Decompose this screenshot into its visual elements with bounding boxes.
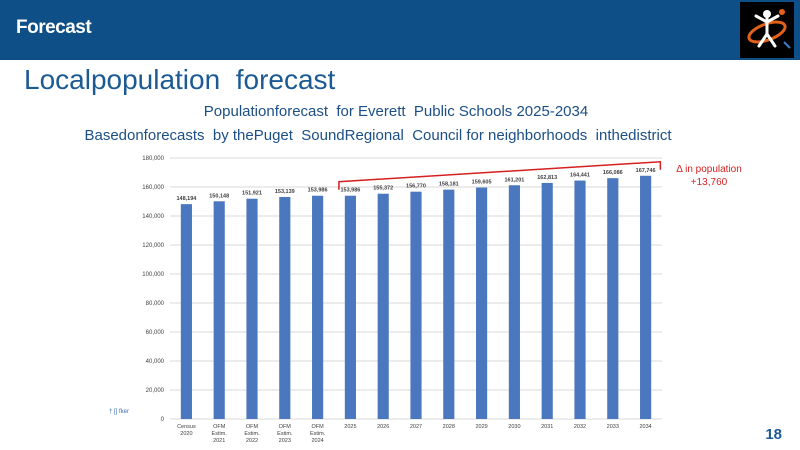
bar bbox=[640, 175, 652, 419]
category-label: 2032 bbox=[574, 424, 586, 430]
bar bbox=[508, 185, 520, 419]
page-number: 18 bbox=[765, 426, 782, 443]
chart-subtitle-source: Basedonforecasts by thePuget SoundRegion… bbox=[84, 127, 672, 144]
data-label: 162,813 bbox=[537, 175, 557, 181]
data-label: 161,201 bbox=[504, 177, 524, 183]
bar bbox=[312, 195, 324, 419]
bar bbox=[541, 182, 553, 419]
figures-logo-icon bbox=[740, 2, 794, 58]
category-label: OFM Estim. 2023 bbox=[277, 424, 293, 444]
bar bbox=[574, 180, 586, 419]
category-label: 2031 bbox=[541, 424, 553, 430]
data-label: 148,194 bbox=[176, 196, 197, 202]
category-label: 2030 bbox=[508, 424, 520, 430]
y-tick-label: 40,000 bbox=[146, 359, 165, 365]
category-label: 2034 bbox=[639, 424, 651, 430]
delta-label: Δ in population bbox=[676, 164, 742, 175]
y-tick-label: 20,000 bbox=[146, 388, 165, 394]
delta-value: +13,760 bbox=[690, 177, 728, 188]
data-label: 151,921 bbox=[242, 191, 262, 197]
bar bbox=[213, 201, 225, 419]
bar bbox=[344, 195, 356, 419]
y-tick-label: 80,000 bbox=[146, 301, 165, 307]
header-title: Forecast bbox=[16, 17, 92, 38]
bar bbox=[246, 198, 258, 419]
bar bbox=[607, 178, 619, 419]
bar bbox=[410, 191, 422, 419]
y-tick-label: 100,000 bbox=[142, 272, 164, 278]
bar bbox=[377, 193, 389, 419]
y-tick-label: 0 bbox=[161, 417, 165, 423]
chart-subtitle: Populationforecast for Everett Public Sc… bbox=[203, 103, 589, 120]
y-tick-label: 180,000 bbox=[142, 156, 164, 162]
data-label: 158,181 bbox=[439, 182, 459, 188]
y-tick-label: 120,000 bbox=[142, 243, 164, 249]
header-bar: Forecast bbox=[0, 0, 800, 60]
data-label: 153,986 bbox=[340, 188, 360, 194]
y-tick-label: 60,000 bbox=[146, 330, 165, 336]
category-label: OFM Estim. 2021 bbox=[212, 424, 228, 444]
category-label: Census 2020 bbox=[177, 424, 196, 437]
bar bbox=[443, 189, 455, 419]
category-label: 2029 bbox=[475, 424, 487, 430]
data-label: 153,986 bbox=[308, 188, 328, 194]
data-label: 164,441 bbox=[570, 173, 590, 179]
category-label: OFM Estim. 2022 bbox=[244, 424, 260, 444]
y-tick-label: 140,000 bbox=[142, 214, 164, 220]
bar bbox=[476, 187, 488, 419]
data-label: 153,139 bbox=[275, 189, 295, 195]
footnote: † [] fker bbox=[109, 409, 130, 415]
forecast-bracket bbox=[338, 160, 662, 190]
bar bbox=[279, 196, 291, 419]
data-label: 167,746 bbox=[636, 168, 656, 174]
category-label: 2027 bbox=[410, 424, 422, 430]
category-label: 2033 bbox=[607, 424, 619, 430]
category-label: 2028 bbox=[443, 424, 455, 430]
y-tick-label: 160,000 bbox=[142, 185, 164, 191]
data-label: 166,086 bbox=[603, 170, 623, 176]
data-label: 156,770 bbox=[406, 184, 426, 190]
bar bbox=[180, 204, 192, 419]
category-label: OFM Estim. 2024 bbox=[310, 424, 326, 444]
category-label: 2026 bbox=[377, 424, 389, 430]
data-label: 155,372 bbox=[373, 186, 393, 192]
category-label: 2025 bbox=[344, 424, 356, 430]
page-title: Localpopulation forecast bbox=[24, 64, 336, 95]
data-label: 159,605 bbox=[472, 180, 492, 186]
population-change-annotation: Δ in population +13,760 bbox=[664, 163, 754, 189]
data-label: 150,148 bbox=[209, 193, 229, 199]
